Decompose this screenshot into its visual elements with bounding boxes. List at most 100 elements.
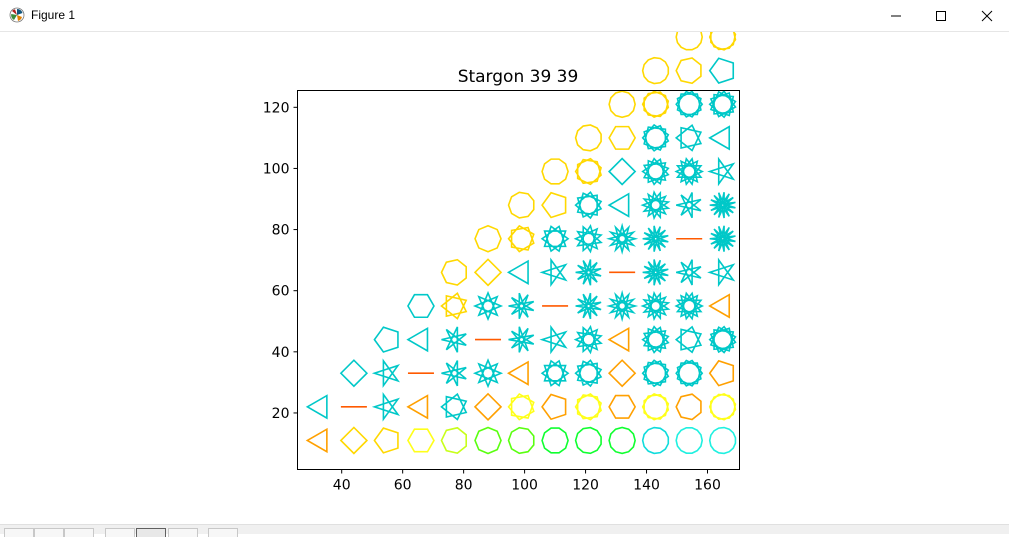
stargon-marker [440, 392, 468, 421]
stargon-marker [373, 326, 399, 353]
stargon-marker [674, 291, 705, 321]
stargon-marker [473, 258, 503, 287]
stargon-marker [708, 359, 735, 387]
x-tick-label: 140 [633, 478, 660, 494]
stargon-marker [508, 292, 535, 320]
x-tick-label: 80 [455, 478, 473, 494]
close-icon [981, 10, 993, 22]
stargon-marker [574, 124, 602, 152]
stargon-marker [606, 289, 639, 323]
minimize-icon [891, 15, 901, 17]
stargon-marker [474, 224, 502, 253]
stargon-marker [642, 225, 669, 252]
stargon-marker [641, 325, 670, 354]
minimize-button[interactable] [873, 0, 919, 31]
stargon-marker [574, 157, 602, 186]
stargon-marker [407, 293, 435, 319]
stargon-marker [676, 192, 702, 219]
stargon-marker [574, 359, 603, 388]
stargon-marker [708, 125, 731, 151]
stargon-marker [541, 158, 569, 185]
stargon-marker [575, 292, 602, 320]
maximize-icon [936, 11, 946, 21]
x-tick-label: 160 [694, 478, 721, 494]
stargon-marker [506, 360, 529, 386]
matplotlib-logo-icon [9, 7, 25, 23]
stargon-marker [641, 426, 670, 455]
y-tick-label: 100 [263, 161, 290, 177]
stargon-marker [407, 428, 435, 453]
stargon-marker [708, 426, 737, 455]
stargon-marker [640, 189, 671, 221]
stargon-marker [440, 258, 468, 286]
stargon-marker [574, 426, 602, 455]
stargon-marker [371, 392, 401, 422]
stargon-marker [641, 359, 670, 388]
stargon-marker [675, 90, 704, 118]
stargon-marker [508, 326, 535, 353]
stargon-marker [305, 394, 328, 420]
stargon-marker [574, 191, 603, 220]
stargon-marker [709, 225, 736, 252]
maximize-button[interactable] [918, 0, 964, 31]
stargon-marker [708, 23, 737, 51]
stargon-marker [641, 56, 670, 85]
stargon-marker [371, 358, 401, 389]
window-title: Figure 1 [31, 8, 76, 22]
stargon-marker [607, 192, 630, 218]
stargon-marker [708, 90, 737, 119]
stargon-marker [573, 223, 603, 254]
stargon-marker [708, 57, 735, 84]
stargon-marker [472, 290, 504, 322]
stargon-marker [539, 257, 568, 288]
stargon-marker [406, 326, 429, 353]
stargon-marker [473, 392, 503, 421]
y-tick-label: 40 [272, 345, 290, 361]
x-tick-label: 40 [333, 478, 351, 494]
stargon-marker [708, 325, 737, 354]
stargon-marker [472, 358, 504, 389]
stargon-marker [339, 426, 369, 455]
stargon-marker [641, 157, 670, 186]
stargon-marker [641, 123, 670, 152]
stargon-marker [608, 125, 637, 150]
marker-layer [305, 23, 737, 455]
stargon-marker [440, 292, 468, 320]
stargon-marker [305, 427, 328, 454]
stargon-marker [675, 57, 702, 85]
stargon-marker [506, 259, 529, 286]
stargon-marker [708, 393, 737, 421]
y-tick-label: 80 [272, 223, 290, 239]
close-button[interactable] [964, 0, 1009, 31]
y-tick-label: 120 [263, 100, 290, 116]
stargon-marker [474, 426, 502, 455]
stargon-marker [607, 326, 630, 353]
stargon-marker [674, 157, 705, 186]
chart-title: Stargon 39 39 [458, 67, 579, 87]
stargon-marker [541, 191, 567, 219]
stargon-marker [507, 393, 535, 421]
stargon-marker [708, 293, 731, 319]
stargon-marker [539, 324, 568, 355]
stargon-marker [707, 257, 736, 288]
y-tick-label: 20 [272, 406, 290, 422]
stargon-marker [707, 156, 736, 187]
stargon-marker [641, 393, 670, 421]
stargon-marker [574, 393, 602, 421]
stargon-marker [675, 426, 704, 454]
stargon-marker [573, 324, 603, 355]
window-titlebar: Figure 1 [0, 0, 1009, 32]
stargon-marker [675, 23, 704, 51]
stargon-marker [541, 393, 567, 421]
stargon-marker [675, 359, 704, 387]
axes-frame [297, 90, 740, 470]
stargon-marker [608, 426, 636, 455]
stargon-marker [373, 427, 399, 454]
stargon-marker [507, 191, 535, 219]
stargon-marker [709, 192, 736, 219]
stargon-marker [440, 426, 468, 455]
stargon-marker [606, 222, 639, 255]
stargon-marker [540, 225, 570, 253]
y-tick-label: 60 [272, 284, 290, 300]
stargon-marker [540, 359, 570, 387]
